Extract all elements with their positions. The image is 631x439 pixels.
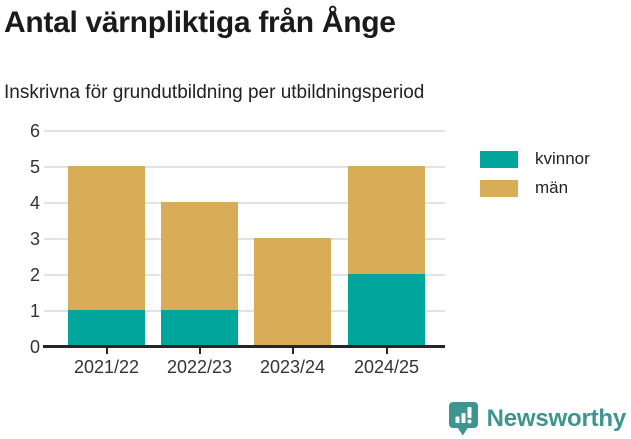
x-tick-label-2021/22: 2021/22 [73, 357, 140, 377]
bar-segment-kvinnor-2021/22 [68, 310, 145, 346]
gridline-6 [44, 130, 445, 132]
x-tick-label-2023/24: 2023/24 [259, 357, 326, 377]
legend-label-män: män [535, 178, 569, 197]
brand-name: Newsworthy [486, 405, 627, 432]
bar-segment-kvinnor-2024/25 [348, 274, 425, 346]
gridline-3 [44, 238, 445, 240]
chart-subtitle: Inskrivna för grundutbildning per utbild… [4, 82, 425, 103]
y-tick-label-0: 0 [29, 337, 40, 357]
y-tick-label-2: 2 [29, 265, 40, 285]
legend-swatch-män [480, 179, 518, 197]
legend-item-män: män [480, 178, 590, 198]
chart-title: Antal värnpliktiga från Ånge [4, 6, 396, 39]
gridline-4 [44, 202, 445, 204]
y-tick-label-6: 6 [29, 121, 40, 141]
y-tick-label-1: 1 [29, 301, 40, 321]
x-tick-2024/25 [385, 348, 388, 354]
bar-segment-män-2024/25 [348, 166, 425, 274]
y-tick-label-5: 5 [29, 157, 40, 177]
gridline-1 [44, 310, 445, 312]
legend-label-kvinnor: kvinnor [535, 149, 590, 168]
legend-swatch-kvinnor [480, 150, 518, 168]
bar-segment-män-2023/24 [254, 238, 331, 346]
legend-item-kvinnor: kvinnor [480, 149, 590, 169]
brand-footer: Newsworthy [448, 401, 626, 437]
gridline-5 [44, 166, 445, 168]
bar-segment-män-2022/23 [161, 202, 238, 310]
x-axis-line [43, 345, 445, 348]
plot-area: 0 1 2 3 4 5 6 2021/22 2022/23 2023/24 2024/25 [30, 121, 445, 377]
x-tick-2023/24 [291, 348, 294, 354]
gridline-2 [44, 274, 445, 276]
y-tick-label-3: 3 [29, 229, 40, 249]
x-tick-2022/23 [198, 348, 201, 354]
legend: kvinnor män [480, 149, 590, 207]
x-tick-label-2022/23: 2022/23 [166, 357, 233, 377]
newsworthy-logo-icon [448, 401, 479, 437]
bar-segment-män-2021/22 [68, 166, 145, 310]
x-tick-label-2024/25: 2024/25 [353, 357, 420, 377]
bar-segment-kvinnor-2022/23 [161, 310, 238, 346]
y-tick-label-4: 4 [29, 193, 40, 213]
x-tick-2021/22 [105, 348, 108, 354]
